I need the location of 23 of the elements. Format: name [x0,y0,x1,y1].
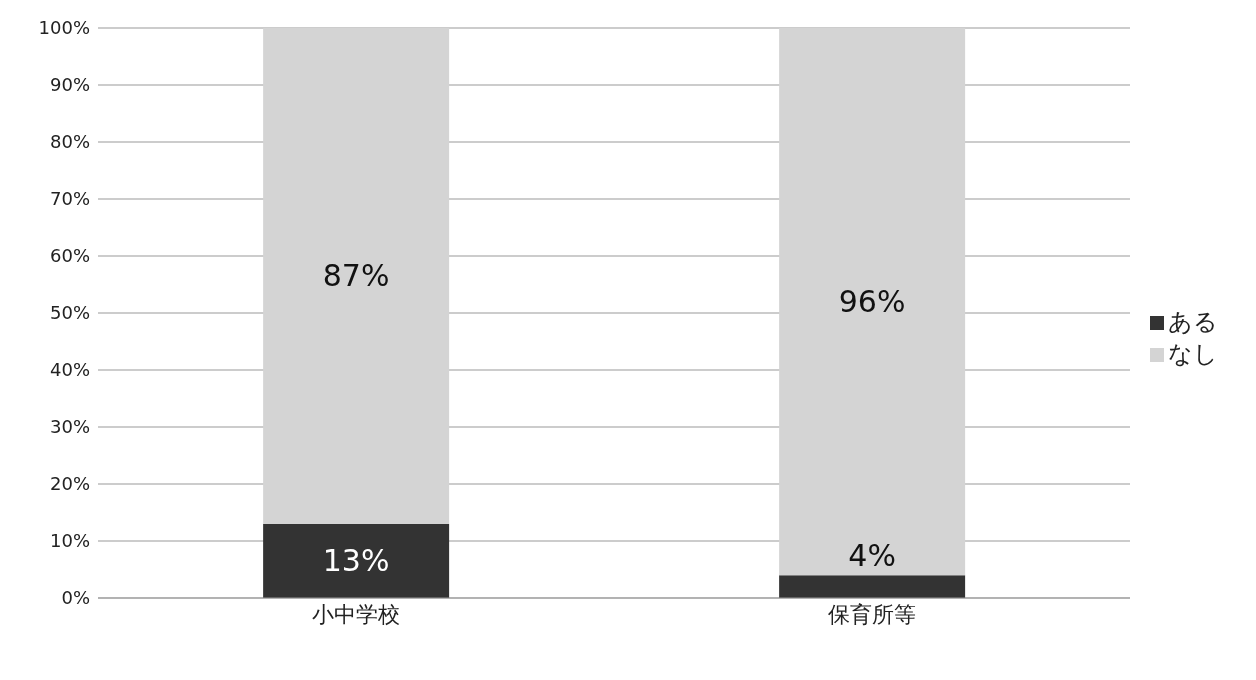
bar [779,575,966,598]
y-tick-label: 30% [49,416,90,438]
data-label: 4% [848,537,896,573]
bar [263,523,450,598]
x-tick-label: 小中学校 [312,601,400,627]
bar [263,28,450,524]
data-label: 87% [322,258,390,294]
data-label: 96% [838,284,906,320]
y-tick-label: 60% [49,245,90,267]
y-tick-label: 40% [49,359,90,381]
legend-label: なし [1168,340,1218,368]
data-label: 13% [322,543,390,579]
y-tick-label: 100% [38,17,90,39]
x-tick-label: 保育所等 [828,601,916,627]
y-tick-label: 70% [49,188,90,210]
y-tick-label: 20% [49,473,90,495]
legend-label: ある [1168,308,1218,336]
y-tick-label: 80% [49,131,90,153]
y-tick-label: 50% [49,302,90,324]
bar [779,28,966,576]
y-tick-label: 90% [49,74,90,96]
y-tick-label: 10% [49,530,90,552]
y-tick-label: 0% [61,587,90,609]
